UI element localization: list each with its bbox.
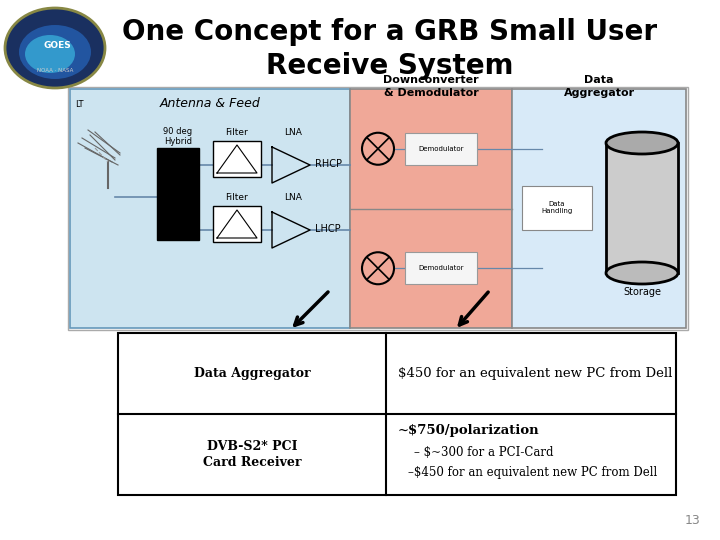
Ellipse shape — [25, 35, 75, 73]
Ellipse shape — [5, 8, 105, 88]
Bar — [70, 89, 350, 328]
Text: NOAA · NASA: NOAA · NASA — [37, 68, 73, 72]
Text: GOES: GOES — [43, 42, 71, 51]
Bar — [405, 252, 477, 284]
Text: Downconverter: Downconverter — [383, 75, 479, 85]
Text: & Demodulator: & Demodulator — [384, 88, 478, 98]
Text: One Concept for a GRB Small User: One Concept for a GRB Small User — [122, 18, 657, 46]
Text: Demodulator: Demodulator — [418, 265, 464, 271]
Text: Demodulator: Demodulator — [418, 146, 464, 152]
Bar — [522, 186, 592, 230]
Bar — [512, 89, 686, 328]
Text: 90 deg
Hybrid: 90 deg Hybrid — [163, 126, 192, 146]
Text: LNA: LNA — [284, 128, 302, 137]
Bar — [606, 143, 678, 273]
Text: Aggregator: Aggregator — [564, 88, 634, 98]
Ellipse shape — [19, 25, 91, 79]
Text: 13: 13 — [684, 514, 700, 527]
Text: Receive System: Receive System — [266, 52, 514, 80]
Text: ~$750/polarization: ~$750/polarization — [398, 424, 539, 437]
Text: Data: Data — [584, 75, 613, 85]
Text: Filter: Filter — [225, 193, 248, 202]
Bar — [157, 148, 199, 240]
Text: –$450 for an equivalent new PC from Dell: –$450 for an equivalent new PC from Dell — [408, 466, 657, 479]
Bar — [68, 87, 688, 330]
Text: Storage: Storage — [623, 287, 661, 297]
Text: Data
Handling: Data Handling — [541, 201, 572, 214]
Text: DVB-S2* PCI
Card Receiver: DVB-S2* PCI Card Receiver — [203, 441, 301, 469]
Bar — [118, 333, 676, 495]
Bar — [350, 89, 512, 328]
Text: $450 for an equivalent new PC from Dell: $450 for an equivalent new PC from Dell — [398, 367, 672, 380]
Bar — [213, 206, 261, 242]
Bar — [213, 141, 261, 177]
Bar — [405, 133, 477, 165]
Text: LNA: LNA — [284, 193, 302, 202]
Ellipse shape — [606, 132, 678, 154]
Text: LT: LT — [75, 100, 84, 109]
Text: RHCP: RHCP — [315, 159, 342, 169]
Text: Data Aggregator: Data Aggregator — [194, 367, 310, 380]
Text: – $~300 for a PCI-Card: – $~300 for a PCI-Card — [414, 446, 554, 459]
Text: Antenna & Feed: Antenna & Feed — [160, 97, 261, 110]
Text: Filter: Filter — [225, 128, 248, 137]
Ellipse shape — [606, 262, 678, 284]
Text: LHCP: LHCP — [315, 224, 341, 234]
